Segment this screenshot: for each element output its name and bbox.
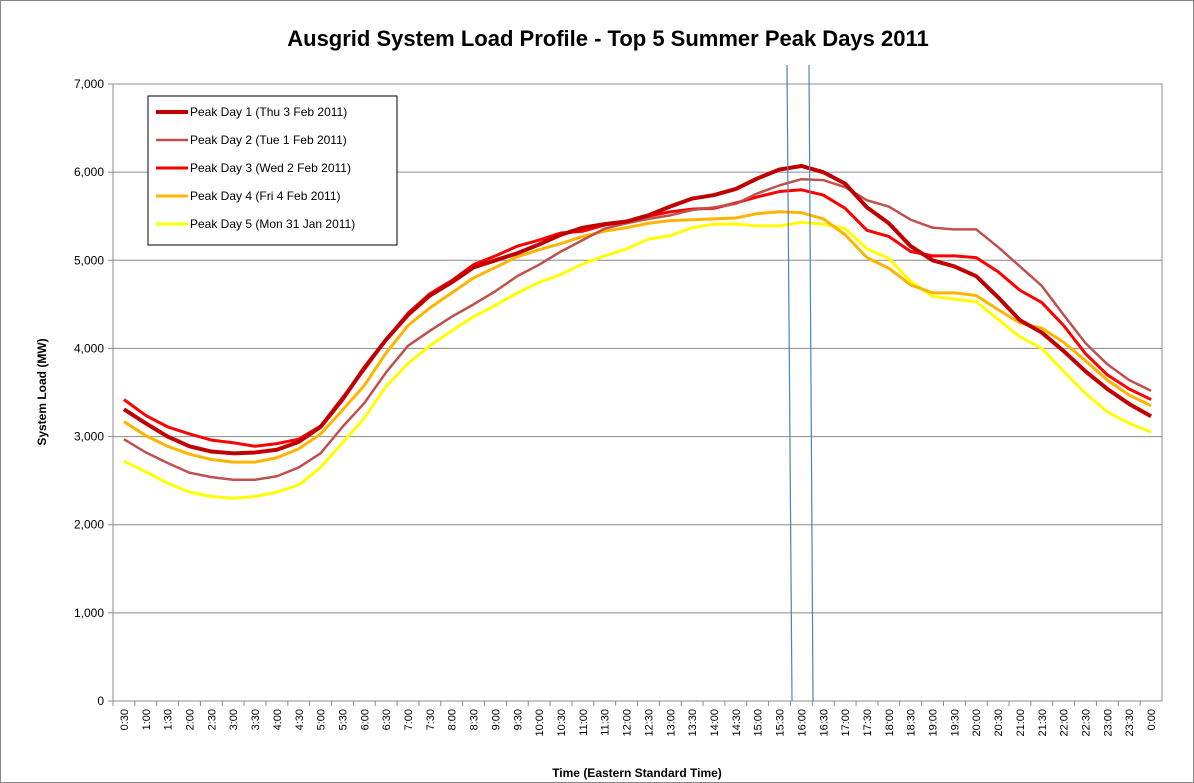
x-tick-label: 21:00 (1015, 709, 1027, 737)
annotation-line (786, 64, 793, 702)
x-tick-label: 9:00 (490, 709, 502, 730)
x-tick-label: 5:30 (337, 709, 349, 730)
x-tick-label: 13:00 (665, 709, 677, 737)
x-tick-label: 22:30 (1081, 709, 1093, 737)
y-tick-label: 7,000 (74, 77, 104, 91)
x-tick-label: 11:30 (600, 709, 612, 736)
x-tick-label: 21:30 (1037, 709, 1049, 737)
x-tick-label: 15:00 (753, 709, 765, 737)
x-tick-label: 8:30 (469, 709, 481, 730)
x-tick-label: 18:00 (884, 709, 896, 737)
x-tick-label: 5:00 (316, 709, 328, 730)
x-tick-label: 0:00 (1146, 709, 1158, 730)
x-tick-label: 8:00 (447, 709, 459, 730)
y-tick-label: 4,000 (74, 341, 104, 355)
legend-label: Peak Day 4 (Fri 4 Feb 2011) (190, 189, 341, 203)
legend-label: Peak Day 1 (Thu 3 Feb 2011) (190, 105, 347, 119)
legend-label: Peak Day 2 (Tue 1 Feb 2011) (190, 133, 347, 147)
x-tick-label: 7:00 (403, 709, 415, 730)
y-axis-label: System Load (MW) (35, 338, 49, 445)
y-tick-label: 5,000 (74, 253, 104, 267)
y-tick-label: 0 (97, 694, 104, 708)
x-tick-label: 16:00 (796, 709, 808, 737)
annotation-line (808, 64, 814, 702)
series-line (122, 163, 1153, 456)
series-line (123, 220, 1152, 500)
legend-label: Peak Day 3 (Wed 2 Feb 2011) (190, 161, 351, 175)
x-tick-label: 2:30 (206, 709, 218, 730)
x-tick-label: 22:00 (1059, 709, 1071, 737)
x-tick-label: 4:30 (294, 709, 306, 730)
x-tick-label: 12:00 (622, 709, 634, 737)
series-line (123, 177, 1152, 482)
y-tick-label: 1,000 (74, 606, 104, 620)
x-tick-label: 3:30 (250, 709, 262, 730)
x-tick-label: 3:00 (228, 709, 240, 730)
x-tick-label: 4:00 (272, 709, 284, 730)
x-tick-label: 7:30 (425, 709, 437, 730)
x-axis-label: Time (Eastern Standard Time) (552, 766, 722, 780)
x-tick-label: 14:00 (709, 709, 721, 737)
x-tick-label: 19:00 (928, 709, 940, 737)
x-tick-label: 17:00 (840, 709, 852, 737)
x-tick-label: 20:00 (971, 709, 983, 737)
x-tick-label: 10:30 (556, 709, 568, 737)
chart-title: Ausgrid System Load Profile - Top 5 Summ… (287, 26, 929, 51)
x-tick-label: 17:30 (862, 709, 874, 737)
grid: 0 1,000 2,000 3,000 4,000 5,000 6,000 7,000 0:30… (74, 77, 1163, 737)
x-tick-label: 16:30 (818, 709, 830, 737)
x-tick-label: 2:00 (184, 709, 196, 730)
y-tick-label: 3,000 (74, 430, 104, 444)
lines (122, 163, 1153, 500)
y-tick-label: 2,000 (74, 518, 104, 532)
x-tick-label: 0:30 (119, 709, 131, 730)
x-tick-label: 23:30 (1124, 709, 1136, 737)
series-line (123, 210, 1152, 464)
x-tick-label: 14:30 (731, 709, 743, 737)
x-tick-label: 19:30 (949, 709, 961, 737)
x-tick-label: 1:30 (163, 709, 175, 730)
y-tick-label: 6,000 (74, 165, 104, 179)
x-tick-label: 6:00 (359, 709, 371, 730)
x-tick-label: 13:30 (687, 709, 699, 737)
x-tick-label: 18:30 (906, 709, 918, 737)
legend-label: Peak Day 5 (Mon 31 Jan 2011) (190, 217, 355, 231)
x-tick-label: 20:30 (993, 709, 1005, 737)
x-tick-label: 9:30 (512, 709, 524, 730)
x-tick-label: 15:30 (775, 709, 787, 737)
legend-box (147, 95, 398, 246)
x-tick-label: 1:00 (141, 709, 153, 730)
x-tick-label: 6:30 (381, 709, 393, 730)
x-tick-label: 10:00 (534, 709, 546, 737)
x-tick-label: 12:30 (643, 709, 655, 737)
x-tick-label: 23:00 (1102, 709, 1114, 737)
x-tick-label: 11:00 (578, 709, 590, 736)
legend: Peak Day 1 (Thu 3 Feb 2011) Peak Day 2 (T… (147, 95, 398, 246)
